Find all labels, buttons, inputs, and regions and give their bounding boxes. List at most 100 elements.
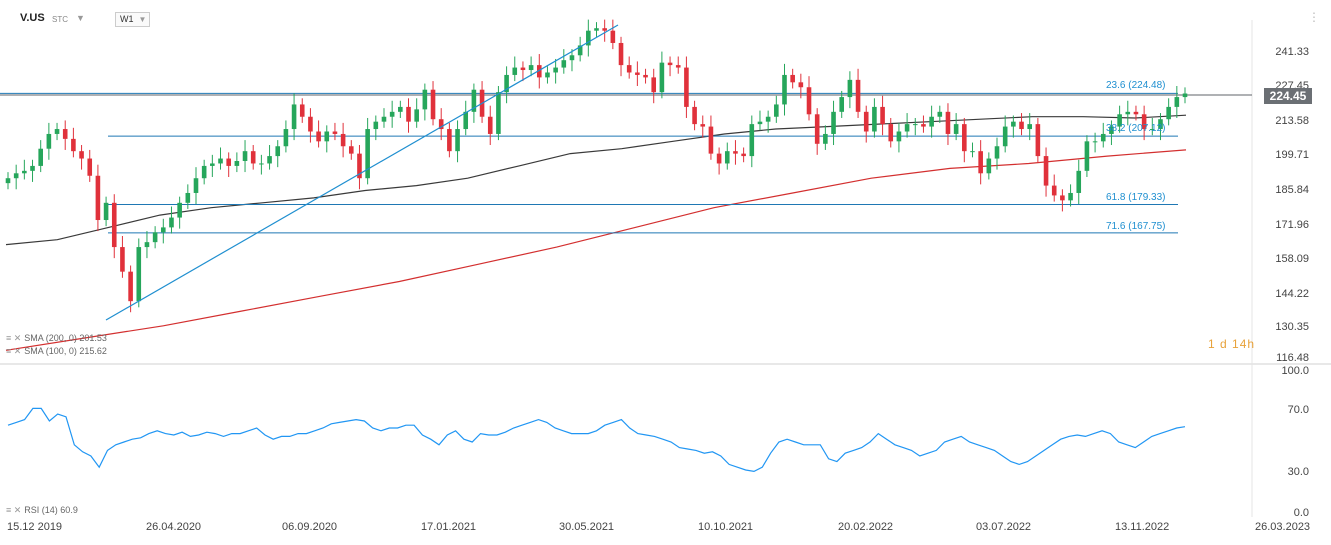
fib-label: 71.6 (167.75)	[1106, 221, 1166, 232]
sma-100-line	[5, 114, 1187, 246]
candle-body	[635, 72, 640, 75]
candle-body	[414, 109, 419, 122]
candle-body	[1174, 97, 1180, 107]
candle-body	[1043, 156, 1049, 186]
candle-body	[733, 151, 738, 154]
candle-body	[1133, 111, 1139, 115]
candle-body	[152, 232, 158, 243]
price-tick: 130.35	[1275, 321, 1309, 333]
date-tick: 06.09.2020	[282, 521, 338, 533]
candle-body	[626, 65, 632, 73]
candle-countdown: 1 d 14h	[1208, 337, 1256, 351]
candle-body	[324, 131, 330, 142]
candle-body	[716, 153, 722, 164]
candle-body	[381, 116, 387, 122]
candle-body	[111, 202, 117, 248]
candle-body	[790, 74, 795, 83]
candle-body	[128, 271, 133, 302]
candle-body	[79, 151, 84, 159]
timeframe-select[interactable]: W1 ▼	[115, 12, 150, 27]
candle-body	[765, 116, 771, 122]
sma-200-path	[5, 149, 1187, 351]
candle-body	[700, 124, 706, 127]
candle-body	[487, 116, 493, 134]
candles	[5, 19, 1188, 313]
candle-body	[863, 111, 869, 132]
candle-body	[283, 129, 289, 147]
candle-body	[406, 106, 411, 122]
candle-body	[38, 148, 43, 166]
date-tick: 17.01.2021	[421, 521, 477, 533]
candle-body	[839, 97, 845, 112]
sma100-label: SMA (100, 0) 215.62	[24, 346, 107, 356]
candle-body	[5, 178, 11, 184]
candle-body	[1035, 124, 1041, 157]
candle-body	[512, 67, 518, 75]
candle-body	[912, 124, 918, 126]
price-tick: 199.71	[1275, 149, 1309, 161]
candle-body	[340, 133, 346, 147]
candle-body	[267, 156, 272, 164]
price-tick: 144.22	[1275, 288, 1309, 300]
candle-body	[610, 30, 616, 43]
date-tick: 30.05.2021	[559, 521, 615, 533]
settings-icon[interactable]: ≡ ✕	[6, 346, 22, 356]
candle-body	[970, 151, 975, 153]
sma-200-line	[5, 149, 1187, 351]
candle-body	[1084, 141, 1090, 171]
candle-body	[831, 111, 836, 134]
candle-body	[814, 114, 820, 144]
price-tick: 241.33	[1275, 46, 1309, 58]
candle-body	[806, 87, 812, 115]
candle-body	[1092, 141, 1098, 143]
candle-body	[962, 124, 967, 152]
chevron-down-icon: ▼	[138, 15, 147, 24]
candle-body	[430, 89, 436, 120]
candle-body	[994, 146, 1000, 159]
date-tick: 15.12 2019	[7, 521, 63, 533]
sma100-indicator[interactable]: ≡ ✕ SMA (100, 0) 215.62	[6, 346, 107, 357]
candle-body	[316, 131, 321, 142]
candle-body	[945, 111, 951, 134]
candle-body	[455, 129, 460, 152]
candle-body	[904, 124, 910, 132]
candle-body	[398, 106, 403, 112]
sma200-indicator[interactable]: ≡ ✕ SMA (200, 0) 201.53	[6, 333, 107, 344]
candle-body	[250, 151, 256, 164]
candle-body	[30, 165, 35, 171]
rsi-path	[7, 407, 1186, 473]
chevron-down-icon[interactable]: ▼	[76, 13, 85, 23]
symbol-label[interactable]: V.US	[20, 12, 45, 24]
date-tick: 26.03.2023	[1255, 521, 1311, 533]
candle-body	[520, 67, 526, 71]
candle-body	[1182, 93, 1188, 98]
candle-body	[651, 77, 657, 93]
candle-body	[896, 131, 902, 142]
candle-body	[95, 175, 101, 221]
candle-body	[422, 89, 428, 110]
fib-label: 38.2 (207.12)	[1106, 123, 1166, 134]
candle-body	[749, 124, 755, 157]
settings-icon[interactable]: ≡ ✕	[6, 505, 22, 515]
candle-body	[496, 92, 501, 134]
candle-body	[708, 126, 714, 154]
candle-body	[193, 178, 199, 193]
sma-100-path	[5, 114, 1187, 246]
candle-body	[741, 153, 746, 157]
price-tick: 158.09	[1275, 253, 1309, 265]
candle-body	[986, 158, 992, 174]
trend-line	[105, 24, 619, 321]
candle-body	[929, 116, 934, 127]
candle-body	[226, 158, 231, 166]
candle-body	[291, 104, 297, 130]
candle-body	[692, 106, 697, 125]
rsi-indicator[interactable]: ≡ ✕ RSI (14) 60.9	[6, 505, 78, 516]
candle-body	[953, 124, 959, 134]
candle-body	[299, 104, 305, 117]
menu-icon[interactable]: ⋮	[1308, 10, 1320, 24]
settings-icon[interactable]: ≡ ✕	[6, 333, 22, 343]
candle-body	[602, 28, 607, 31]
candle-body	[757, 121, 763, 125]
candle-body	[504, 74, 509, 93]
